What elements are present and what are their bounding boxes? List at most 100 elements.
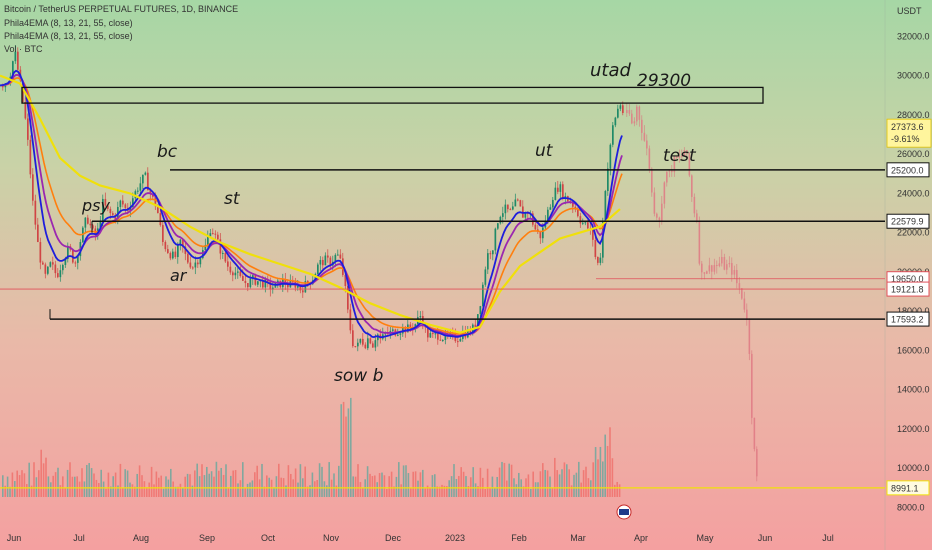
volume-bar: [290, 473, 292, 497]
candle-body: [512, 206, 514, 210]
x-tick-label: Oct: [261, 533, 276, 543]
volume-bar: [114, 472, 117, 497]
candle-body: [497, 223, 499, 229]
candle-body: [457, 341, 459, 343]
volume-bar: [124, 469, 126, 497]
projected-candle-body: [733, 269, 736, 275]
candle-body: [237, 271, 239, 273]
volume-bar: [234, 470, 237, 497]
volume-bar: [222, 474, 225, 497]
projected-candle-body: [638, 106, 641, 120]
candle-body: [594, 239, 597, 257]
projected-candle-body: [658, 217, 661, 221]
candle-body: [324, 255, 327, 266]
volume-bar: [246, 483, 249, 497]
candle-body: [137, 190, 139, 192]
candle-body: [84, 217, 87, 228]
volume-bar: [446, 486, 448, 497]
y-tick-label: 26000.0: [897, 149, 930, 159]
volume-bar: [203, 475, 206, 497]
candle-body: [372, 343, 374, 348]
volume-bar: [585, 466, 587, 497]
candle-body: [227, 261, 229, 267]
candle-body: [519, 200, 522, 207]
candle-body: [442, 339, 444, 341]
indicator-label-volume: Vol · BTC: [4, 44, 43, 54]
candle-body: [434, 333, 437, 335]
volume-bar: [117, 485, 119, 497]
volume-bar: [441, 484, 443, 497]
volume-bar: [410, 488, 412, 497]
projected-candle-body: [646, 140, 648, 149]
volume-bar: [206, 466, 208, 497]
volume-bar: [40, 449, 42, 497]
volume-bar: [126, 470, 129, 497]
volume-bar: [338, 465, 340, 497]
volume-bar: [311, 472, 314, 497]
candle-body: [77, 256, 79, 263]
candle-body: [577, 209, 579, 217]
candle-body: [584, 222, 587, 224]
candle-body: [477, 314, 479, 328]
volume-bar: [9, 486, 11, 497]
candle-body: [172, 251, 174, 259]
candle-body: [42, 262, 44, 265]
flag-stripe: [619, 509, 629, 515]
volume-bar: [448, 480, 450, 497]
candle-body: [257, 281, 259, 285]
volume-bar: [71, 476, 74, 497]
candle-body: [12, 61, 14, 77]
volume-bar: [527, 474, 530, 497]
volume-bar: [316, 480, 318, 497]
candle-body: [187, 253, 189, 263]
candle-body: [122, 200, 124, 205]
volume-bar: [342, 401, 345, 497]
volume-bar: [371, 476, 374, 497]
volume-bar: [458, 475, 460, 497]
candle-body: [99, 221, 102, 229]
volume-bar: [136, 473, 138, 497]
volume-bar: [227, 487, 230, 497]
candle-body: [89, 223, 92, 226]
volume-bar: [218, 470, 220, 497]
candle-body: [224, 252, 227, 262]
volume-bar: [381, 472, 383, 497]
candle-body: [107, 205, 109, 209]
candle-body: [397, 334, 399, 336]
volume-bar: [347, 408, 350, 497]
volume-bar: [278, 463, 280, 497]
projected-candle-body: [673, 156, 676, 173]
volume-bar: [352, 476, 354, 497]
volume-bar: [436, 486, 438, 497]
volume-bar: [616, 481, 618, 497]
candle-body: [622, 105, 624, 113]
volume-bar: [239, 480, 242, 497]
candle-body: [204, 245, 207, 251]
candle-body: [199, 258, 202, 265]
candle-body: [304, 281, 307, 293]
volume-bar: [554, 457, 556, 497]
y-axis-unit: USDT: [897, 6, 922, 16]
annotation-ar: ar: [170, 266, 188, 285]
projected-candle-body: [721, 257, 723, 264]
candle-body: [277, 280, 279, 283]
volume-bar: [141, 475, 143, 497]
volume-bar: [294, 468, 297, 497]
x-tick-label: Dec: [385, 533, 402, 543]
candle-body: [214, 233, 217, 235]
volume-bar: [6, 476, 9, 497]
volume-bar: [57, 467, 59, 497]
candle-body: [252, 275, 254, 279]
candle-body: [2, 85, 4, 88]
candle-body: [499, 216, 502, 224]
candle-body: [352, 330, 354, 347]
candle-body: [44, 264, 47, 274]
volume-bar: [443, 485, 446, 497]
price-label-box: [886, 480, 930, 496]
annotation-bc: bc: [157, 142, 178, 162]
annotation-ut: ut: [535, 141, 554, 161]
volume-bar: [395, 476, 398, 497]
volume-bar: [398, 462, 400, 497]
